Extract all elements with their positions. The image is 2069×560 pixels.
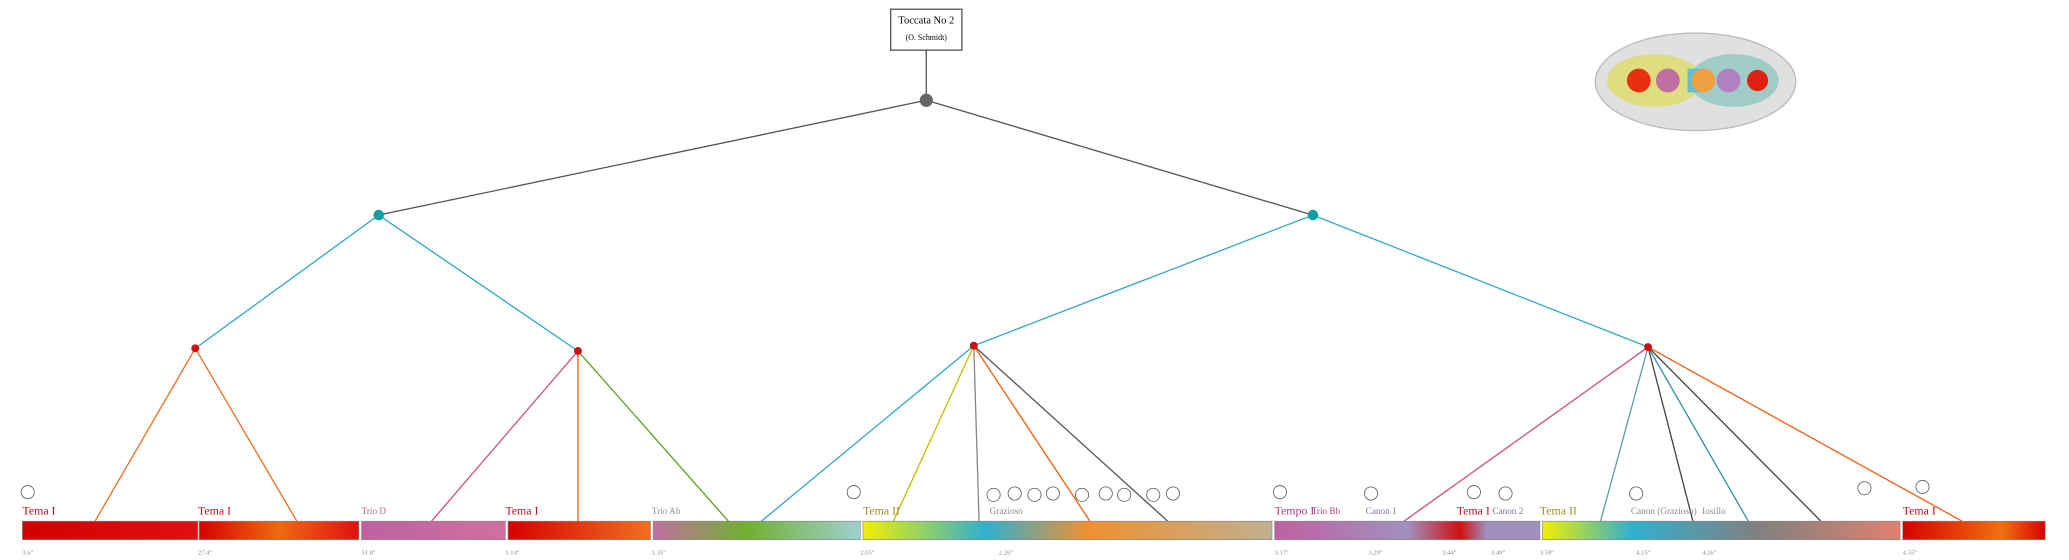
- leaf-edge: [1403, 346, 1649, 522]
- icon: [1146, 487, 1161, 502]
- section-label: Tema I: [505, 504, 538, 518]
- icon: [1098, 486, 1113, 501]
- time-label: 1.14'': [505, 549, 519, 556]
- icon: [1272, 485, 1287, 500]
- time-label: 2.26'': [999, 549, 1013, 556]
- section-label: Canon (Grazioso): [1631, 506, 1697, 516]
- icon: [1007, 486, 1022, 501]
- time-label: 3.44'': [1442, 549, 1456, 556]
- subtitle: (O. Schmidt): [906, 33, 948, 42]
- leaf-edge: [892, 345, 975, 522]
- section-label: Grazioso: [990, 506, 1024, 516]
- icon: [1466, 485, 1481, 500]
- section-label: Trio Ab: [652, 506, 681, 516]
- icon: [1117, 487, 1132, 502]
- icon: [1363, 486, 1378, 501]
- icon: [1166, 486, 1181, 501]
- section-bar: [1542, 520, 1901, 541]
- time-label: 3.17'': [1275, 549, 1289, 556]
- icon: [1629, 486, 1644, 501]
- time-label: 3.49'': [1491, 549, 1505, 556]
- section-label: Tema I: [1903, 504, 1936, 518]
- tree-edge: [973, 214, 1314, 347]
- icon: [1498, 486, 1513, 501]
- leaf-edge: [973, 345, 980, 522]
- root-node: [919, 93, 933, 107]
- leaf-edge: [1647, 346, 1822, 522]
- time-label: 4.15'': [1636, 549, 1650, 556]
- time-label: 4.26'': [1702, 549, 1716, 556]
- time-label: 3.59'': [1540, 549, 1554, 556]
- time-label: 3.29'': [1368, 549, 1382, 556]
- time-label: 51.8'': [362, 549, 376, 556]
- section-bar: [652, 520, 861, 541]
- tree-edge: [378, 99, 927, 216]
- node: [1644, 343, 1653, 351]
- leaf-edge: [973, 345, 1169, 522]
- section-bar: [862, 520, 1273, 541]
- section-bar: [1274, 520, 1541, 541]
- leaf-edge: [973, 345, 1091, 522]
- icon: [846, 485, 861, 500]
- leaf-edge: [94, 348, 196, 522]
- section-label: Tema I: [1457, 504, 1490, 518]
- leaf-edge: [1647, 346, 1749, 522]
- section-label: Tema II: [1540, 504, 1577, 518]
- leaf-edge: [194, 348, 298, 522]
- time-label: 27.4'': [198, 549, 212, 556]
- section-label: Tempo I: [1275, 504, 1315, 518]
- node: [373, 209, 384, 221]
- section-label: Trio D: [362, 506, 387, 516]
- node: [1307, 209, 1319, 221]
- icon: [1857, 481, 1872, 496]
- icon: [986, 487, 1001, 502]
- section-bar: [198, 520, 360, 541]
- section-bar: [361, 520, 506, 541]
- leaf-edge: [1647, 346, 1963, 522]
- time-label: 4.55'': [1903, 549, 1917, 556]
- tree-edge: [194, 214, 380, 349]
- tree-edge: [378, 214, 579, 352]
- leaf-edge: [577, 350, 729, 522]
- icon: [1045, 486, 1060, 501]
- leaf-edge: [430, 350, 579, 522]
- node: [573, 347, 582, 355]
- time-label: 3.6'': [22, 549, 33, 556]
- node: [191, 344, 200, 353]
- section-label: Iosillo: [1702, 506, 1726, 516]
- node: [969, 341, 978, 350]
- time-label: 1.35'': [652, 549, 666, 556]
- legend: [1594, 32, 1797, 132]
- icon: [1074, 487, 1089, 502]
- title: Toccata No 2: [898, 16, 954, 27]
- icon: [1915, 479, 1930, 494]
- section-label: Canon 2: [1492, 506, 1523, 516]
- section-label: Tema I: [22, 504, 55, 518]
- leaf-edge: [1599, 346, 1649, 522]
- section-label: Tema II: [863, 504, 900, 518]
- section-bar: [507, 520, 651, 541]
- section-bar: [22, 520, 199, 541]
- leaf-edge: [1647, 346, 1694, 522]
- title-box: [890, 8, 963, 51]
- section-label: Trio Bb: [1312, 506, 1341, 516]
- section-bar: [1902, 520, 2046, 541]
- icon: [20, 485, 35, 500]
- diagram-body: Toccata No 2 (O. Schmidt) Tema I Tema I Tr…: [20, 8, 2046, 556]
- section-label: Tema I: [198, 504, 231, 518]
- leaf-edge: [760, 345, 975, 522]
- section-label: Canon 1: [1366, 506, 1397, 516]
- tree-edge: [1312, 214, 1649, 348]
- tree-edge: [926, 99, 1314, 216]
- time-label: 2.05'': [860, 549, 874, 556]
- icon: [1027, 487, 1042, 502]
